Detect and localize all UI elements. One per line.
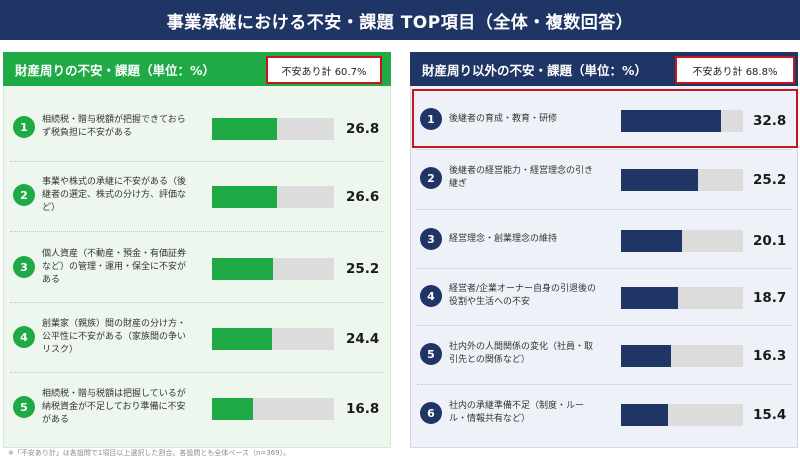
row-separator [417,148,791,150]
rank-badge: 5 [13,396,35,418]
bar-row: 4 創業家（親族）間の財産の分け方・公平性に不安がある（家族間の争いリスク） 24.… [4,308,390,366]
rank-badge: 4 [420,285,442,307]
rank-badge: 5 [420,343,442,365]
bar-fill [212,258,274,280]
row-separator [417,325,791,326]
bar-track [621,287,743,309]
bar-value-label: 25.2 [753,172,787,188]
rank-badge: 2 [420,167,442,189]
bar-track [621,404,743,426]
row-separator [417,208,791,210]
bar-category-label: 事業や株式の承継に不安がある（後継者の選定、株式の分け方、評価など） [42,176,187,213]
bar-track [621,345,743,367]
bar-row: 1 後継者の育成・教育・研修 32.8 [411,90,797,148]
right-total-box: 不安あり計 68.8% [675,56,795,84]
bar-value-label: 16.8 [346,401,380,417]
bar-row: 2 後継者の経営能力・経営理念の引き継ぎ 25.2 [411,149,797,207]
bar-fill [212,186,277,208]
rank-badge: 6 [420,402,442,424]
bar-category-label: 創業家（親族）間の財産の分け方・公平性に不安がある（家族間の争いリスク） [42,318,187,355]
bar-category-label: 社内外の人間関係の変化（社員・取引先との関係など） [449,342,594,365]
bar-category-label: 相続税・贈与税額が把握できておらず税負担に不安がある [42,115,186,138]
rank-badge: 3 [13,256,35,278]
bar-fill [621,404,668,426]
bar-row: 5 相続税・贈与税額は把握しているが納税資金が不足しており準備に不安がある 16.8 [4,378,390,436]
bar-fill [621,230,683,252]
bar-track [621,230,743,252]
bar-fill [212,398,253,420]
bar-value-label: 18.7 [753,290,787,306]
row-separator [10,372,384,373]
rank-badge: 3 [420,228,442,250]
bar-value-label: 26.6 [346,189,380,205]
row-separator [10,302,384,303]
bar-category-label: 後継者の育成・教育・研修 [449,113,558,124]
bar-fill [621,345,671,367]
right-chart-panel: 財産周り以外の不安・課題（単位：%） 不安あり計 68.8% 1 後継者の育成・教… [410,52,798,448]
bar-category-label: 相続税・贈与税額は把握しているが納税資金が不足しており準備に不安がある [42,388,186,425]
bar-category-label: 後継者の経営能力・経営理念の引き継ぎ [449,166,594,189]
left-chart-panel: 財産周りの不安・課題（単位：%） 不安あり計 60.7% 1 相続税・贈与税額が把… [3,52,391,448]
bar-fill [621,287,679,309]
bar-row: 1 相続税・贈与税額が把握できておらず税負担に不安がある 26.8 [4,98,390,156]
bar-row: 5 社内外の人間関係の変化（社員・取引先との関係など） 16.3 [411,325,797,383]
bar-fill [212,328,272,350]
page-title: 事業承継における不安・課題 TOP項目（全体・複数回答） [0,0,800,40]
row-separator [10,231,384,232]
rank-badge: 1 [420,108,442,130]
bar-fill [212,118,278,140]
row-separator [417,383,791,385]
bar-row: 3 経営理念・創業理念の維持 20.1 [411,210,797,268]
bar-value-label: 25.2 [346,261,380,277]
bar-row: 2 事業や株式の承継に不安がある（後継者の選定、株式の分け方、評価など） 26.6 [4,166,390,224]
bar-track [212,258,334,280]
bar-fill [621,169,698,191]
bar-track [212,186,334,208]
bar-track [212,328,334,350]
bar-track [212,398,334,420]
row-separator [417,267,791,269]
bar-track [621,169,743,191]
bar-category-label: 個人資産（不動産・預金・有価証券など）の管理・運用・保全に不安がある [42,248,187,285]
footnote: ※「不安あり計」は各設問で1項目以上選択した割合。各設問とも全体ベース（n=36… [8,449,291,457]
left-total-box: 不安あり計 60.7% [266,56,382,84]
bar-row: 3 個人資産（不動産・預金・有価証券など）の管理・運用・保全に不安がある 25.2 [4,238,390,296]
bar-value-label: 20.1 [753,233,787,249]
bar-value-label: 32.8 [753,113,787,129]
rank-badge: 4 [13,326,35,348]
row-separator [10,161,384,162]
bar-value-label: 26.8 [346,121,380,137]
bar-track [212,118,334,140]
rank-badge: 1 [13,116,35,138]
rank-badge: 2 [13,184,35,206]
bar-value-label: 24.4 [346,331,380,347]
bar-value-label: 16.3 [753,348,787,364]
bar-row: 4 経営者/企業オーナー自身の引退後の役割や生活への不安 18.7 [411,267,797,325]
bar-category-label: 社内の承継準備不足（制度・ルール・情報共有など） [449,401,585,424]
bar-category-label: 経営理念・創業理念の維持 [449,233,558,244]
bar-row: 6 社内の承継準備不足（制度・ルール・情報共有など） 15.4 [411,384,797,442]
bar-track [621,110,743,132]
bar-fill [621,110,722,132]
bar-value-label: 15.4 [753,407,787,423]
bar-category-label: 経営者/企業オーナー自身の引退後の役割や生活への不安 [449,284,597,307]
